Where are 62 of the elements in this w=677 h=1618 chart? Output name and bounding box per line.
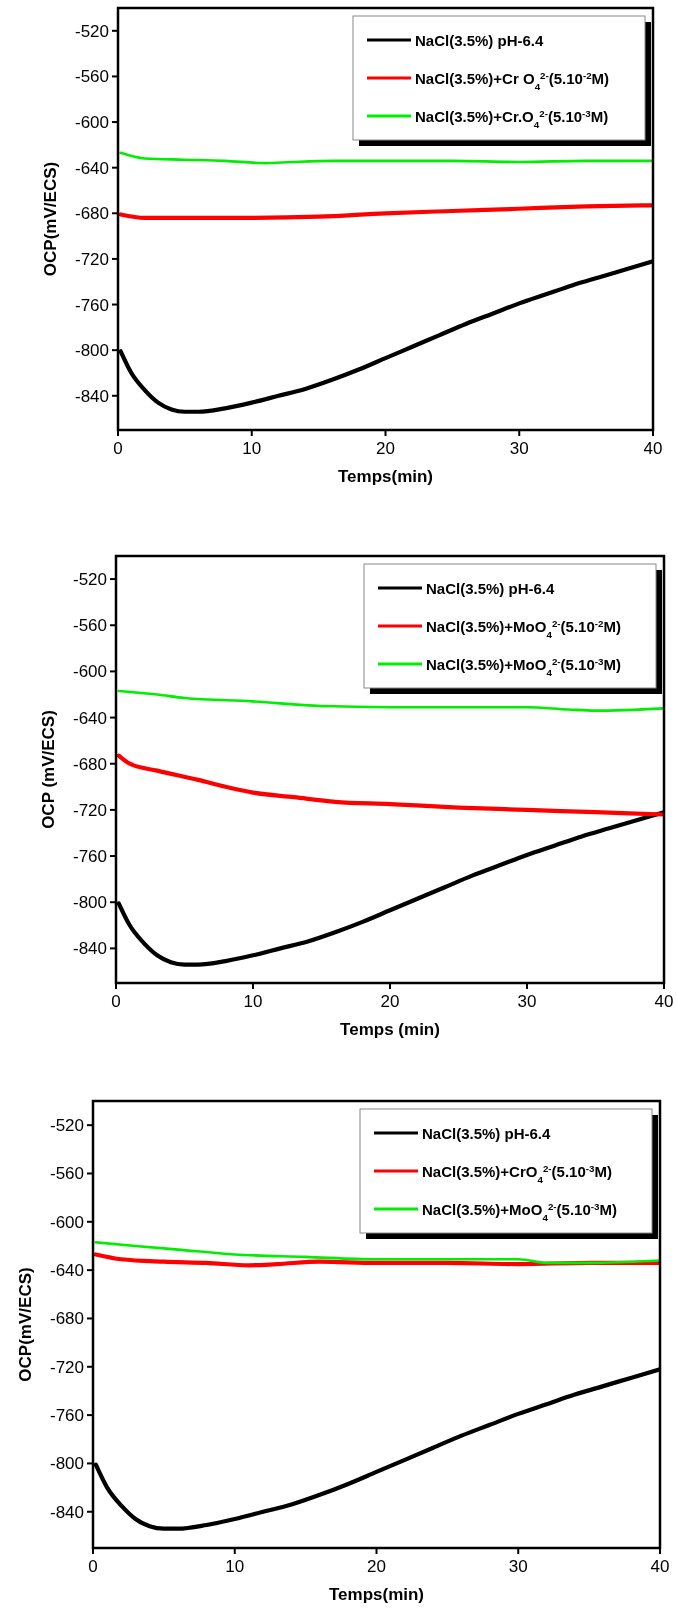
y-tick-label: -760: [49, 1406, 84, 1426]
y-tick-label: -720: [49, 1357, 84, 1377]
y-tick-label: -560: [72, 616, 107, 636]
x-axis-title: Temps(min): [337, 467, 434, 486]
y-tick-label: -800: [72, 893, 107, 913]
x-tick-label: 0: [88, 1557, 98, 1576]
legend-label: NaCl(3.5%)+MoO$_{4}$$^{2-}$(5.10$^{-3}$M): [422, 1200, 617, 1223]
legend-label: NaCl(3.5%)+CrO$_{4}$$^{2-}$(5.10$^{-3}$M): [422, 1162, 612, 1185]
y-tick-label: -760: [72, 847, 107, 867]
y-tick-label: -640: [74, 158, 109, 178]
legend-label: NaCl(3.5%) pH-6.4: [426, 580, 556, 597]
y-tick-label: -600: [49, 1212, 84, 1232]
y-tick-label: -680: [72, 754, 107, 774]
x-tick-label: 40: [650, 1557, 670, 1576]
y-tick-label: -520: [72, 570, 107, 590]
legend-label: NaCl(3.5%) pH-6.4: [422, 1125, 552, 1142]
x-tick-label: 40: [643, 439, 663, 458]
line-series: [94, 1241, 660, 1265]
x-tick-label: 10: [225, 1557, 245, 1576]
line-series: [116, 753, 664, 817]
y-tick-label: -640: [49, 1261, 84, 1281]
legend-label: NaCl(3.5%)+Cr O$_{4}$$^{2-}$(5.10$^{-2}$M): [415, 69, 610, 92]
x-axis-title: Temps (min): [340, 1020, 440, 1039]
y-tick-label: -680: [49, 1309, 84, 1329]
x-tick-label: 20: [376, 439, 395, 458]
legend-label: NaCl(3.5%)+Cr.O$_{4}$$^{2-}$(5.10$^{-3}$M): [415, 107, 609, 130]
y-tick-label: -520: [74, 21, 109, 41]
x-tick-label: 30: [517, 992, 537, 1011]
y-tick-label: -520: [49, 1116, 84, 1136]
y-tick-label: -800: [74, 341, 109, 361]
y-tick-label: -560: [49, 1164, 84, 1184]
line-series: [118, 203, 653, 220]
y-tick-label: -600: [74, 113, 109, 133]
y-tick-label: -720: [74, 249, 109, 269]
x-tick-label: 20: [380, 992, 400, 1011]
y-tick-label: -640: [72, 708, 107, 728]
y-tick-label: -840: [49, 1502, 84, 1522]
x-tick-label: 40: [654, 992, 674, 1011]
y-axis-title: OCP (mV/ECS): [39, 710, 58, 829]
y-axis-title: OCP(mV/ECS): [41, 161, 60, 277]
x-tick-label: 0: [111, 992, 121, 1011]
x-tick-label: 10: [242, 439, 262, 458]
y-tick-label: -840: [72, 939, 107, 959]
y-tick-label: -600: [72, 662, 107, 682]
line-series: [119, 151, 653, 165]
y-tick-label: -760: [74, 295, 109, 315]
x-tick-label: 30: [509, 439, 529, 458]
x-axis-title: Temps(min): [328, 1585, 425, 1604]
legend-label: NaCl(3.5%) pH-6.4: [415, 32, 545, 49]
y-tick-label: -680: [74, 204, 109, 224]
legend-label: NaCl(3.5%)+MoO$_{4}$$^{2-}$(5.10$^{-2}$M): [426, 617, 621, 640]
legend-label: NaCl(3.5%)+MoO$_{4}$$^{2-}$(5.10$^{-3}$M): [426, 655, 621, 678]
x-tick-label: 10: [243, 992, 263, 1011]
y-tick-label: -560: [74, 67, 109, 87]
y-tick-label: -720: [72, 800, 107, 820]
y-axis-title: OCP(mV/ECS): [16, 1267, 35, 1382]
x-tick-label: 0: [113, 439, 123, 458]
x-tick-label: 20: [367, 1557, 386, 1576]
y-tick-label: -800: [49, 1454, 84, 1474]
x-tick-label: 30: [508, 1557, 528, 1576]
y-tick-label: -840: [74, 386, 109, 406]
line-series: [117, 689, 664, 712]
